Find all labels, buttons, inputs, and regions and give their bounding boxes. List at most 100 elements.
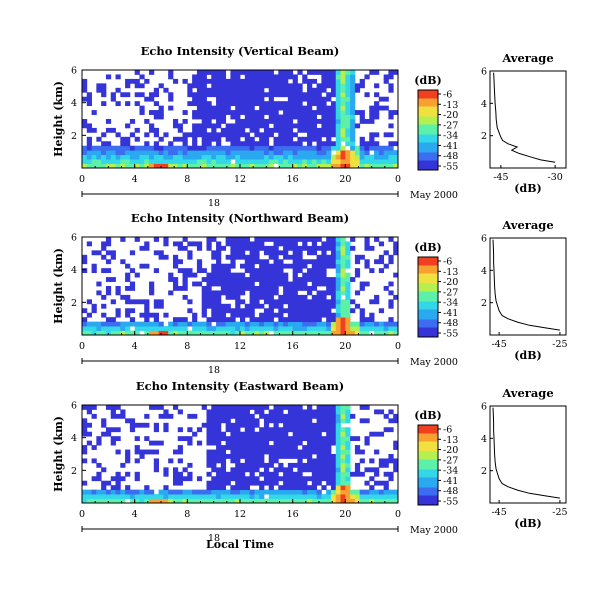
heatmap-cell (268, 163, 274, 169)
heatmap-cell (96, 145, 102, 151)
heatmap-cell (115, 405, 121, 410)
heatmap-cell (172, 494, 179, 499)
heatmap-cell (240, 101, 246, 107)
heatmap-cell (249, 326, 255, 331)
heatmap-cell (201, 141, 207, 147)
heatmap-cell (259, 405, 265, 410)
x-tick-label: 20 (339, 341, 351, 352)
heatmap-cell (96, 330, 102, 336)
heatmap-cell (388, 281, 394, 287)
heatmap-cell (254, 163, 260, 169)
heatmap-cell (259, 312, 265, 318)
heatmap-cell (120, 321, 126, 327)
heatmap-cell (153, 303, 160, 309)
heatmap-cell (307, 303, 313, 309)
heatmap-cell (82, 78, 88, 84)
heatmap-cell (139, 74, 145, 80)
heatmap-cell (259, 263, 265, 269)
heatmap-cell (383, 163, 389, 169)
heatmap-cell (125, 154, 131, 160)
heatmap-cell (230, 405, 236, 410)
heatmap-cells (82, 70, 399, 169)
heatmap-cell (105, 237, 112, 242)
heatmap-cell (268, 326, 274, 331)
heatmap-cell (163, 498, 169, 504)
heatmap-cell (230, 409, 236, 415)
heatmap-cell (196, 127, 203, 133)
heatmap-cell (297, 413, 303, 419)
heatmap-cell (350, 136, 356, 142)
heatmap-cell (86, 405, 92, 410)
heatmap-cell (182, 145, 188, 151)
heatmap-cell (220, 272, 227, 278)
heatmap-cell (259, 494, 265, 499)
heatmap-cell (96, 489, 102, 495)
heatmap-cell (316, 299, 322, 305)
heatmap-cell (177, 163, 183, 169)
profile-line (492, 407, 560, 499)
heatmap-cell (120, 154, 126, 160)
heatmap-cell (278, 431, 284, 437)
heatmap-cell (249, 294, 255, 300)
heatmap-cell (220, 78, 227, 84)
heatmap-cell (307, 110, 313, 115)
heatmap-cell (206, 303, 212, 309)
heatmap-cell (311, 136, 318, 142)
heatmap-cell (330, 110, 337, 115)
heatmap-cell (139, 498, 145, 504)
heatmap-cell (230, 101, 236, 107)
heatmap-cell (182, 132, 188, 138)
heatmap-cell (321, 272, 327, 278)
heatmap-cell (359, 494, 365, 499)
heatmap-cell (307, 405, 313, 410)
heatmap-cell (340, 317, 346, 323)
heatmap-cell (340, 454, 346, 459)
heatmap-cell (311, 159, 318, 164)
heatmap-cell (268, 454, 274, 459)
heatmap-cell (220, 462, 227, 468)
heatmap-cell (287, 83, 294, 89)
heatmap-cell (192, 241, 198, 247)
heatmap-cell (244, 263, 250, 269)
heatmap-cell (335, 485, 341, 491)
heatmap-cell (369, 159, 375, 164)
colorbar-segment (418, 92, 438, 95)
heatmap-cell (206, 498, 212, 504)
heatmap-cell (273, 101, 279, 107)
heatmap-cell (268, 449, 274, 455)
heatmap-cell (192, 159, 198, 164)
heatmap-cell (311, 449, 318, 455)
heatmap-cell (91, 445, 97, 450)
profile-x-tick-label: -25 (552, 507, 567, 518)
profile-line (493, 72, 556, 163)
heatmap-cell (374, 105, 380, 111)
heatmap-cell (129, 163, 136, 169)
heatmap-cell (125, 312, 131, 318)
heatmap-cell (287, 105, 294, 111)
heatmap-cell (330, 263, 337, 269)
heatmap-cell (82, 422, 88, 428)
heatmap-cell (321, 277, 327, 282)
colorbar-segment (418, 471, 438, 474)
heatmap-cell (86, 141, 92, 147)
heatmap-cell (101, 163, 107, 169)
heatmap-cell (263, 418, 270, 424)
heatmap-cell (192, 154, 198, 160)
heatmap-cell (283, 299, 289, 305)
heatmap-cell (321, 413, 327, 419)
heatmap-cell (240, 277, 246, 282)
heatmap-cell (182, 119, 188, 124)
heatmap-cell (82, 259, 88, 265)
heatmap-cell (369, 467, 375, 473)
heatmap-cell (268, 498, 274, 504)
heatmap-cell (374, 163, 380, 169)
heatmap-cell (230, 413, 236, 419)
heatmap-cell (340, 101, 346, 107)
heatmap-cell (120, 92, 126, 98)
heatmap-cell (354, 123, 361, 129)
heatmap-cell (283, 494, 289, 499)
colorbar-segment (418, 277, 438, 280)
heatmap-cell (335, 119, 341, 124)
heatmap-cell (134, 78, 140, 84)
heatmap-cell (321, 70, 327, 75)
